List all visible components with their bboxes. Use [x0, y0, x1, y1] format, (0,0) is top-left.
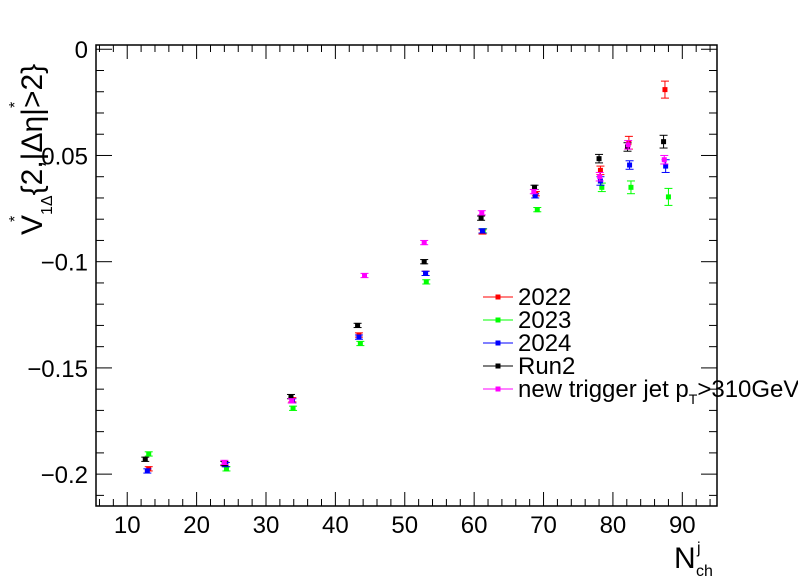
data-point: [355, 322, 361, 328]
data-point: [221, 459, 227, 465]
y-tick-label: −0.2: [41, 462, 88, 489]
y-axis-title: V1Δ{2,|Δη|>2} * *: [7, 64, 56, 235]
data-point: [421, 240, 427, 246]
svg-text:N: N: [674, 542, 696, 575]
legend-item: 2022: [483, 284, 571, 311]
legend-label: 2023: [518, 307, 571, 334]
series-layer: [141, 80, 673, 474]
data-point: [356, 334, 362, 340]
axis-ticks: [96, 45, 717, 506]
data-point: [534, 207, 540, 213]
data-point: [663, 163, 669, 169]
data-point: [142, 456, 148, 462]
legend-label: new trigger jet pT>310GeV: [518, 376, 798, 407]
data-point: [290, 405, 296, 411]
legend-item: 2024: [483, 330, 571, 357]
x-tick-label: 90: [669, 512, 696, 539]
x-tick-label: 50: [391, 512, 418, 539]
y-tick-label: −0.15: [27, 356, 88, 383]
y-tick-label: −0.1: [41, 250, 88, 277]
data-point: [532, 193, 538, 199]
x-tick-labels: 10 20 30 40 50 60 70 80 90: [114, 512, 696, 539]
data-point: [479, 228, 485, 234]
x-tick-label: 70: [530, 512, 557, 539]
legend-marker: [495, 317, 501, 323]
data-point: [596, 156, 602, 162]
data-point: [665, 194, 671, 200]
legend-label: 2024: [518, 330, 571, 357]
data-point: [531, 189, 537, 195]
svg-text:j: j: [696, 540, 701, 557]
legend-marker: [495, 340, 501, 346]
data-point: [597, 174, 603, 180]
x-tick-label: 20: [183, 512, 210, 539]
data-point: [599, 184, 605, 190]
data-point: [625, 142, 631, 148]
svg-text:V1Δ{2,|Δη|>2}: V1Δ{2,|Δη|>2}: [16, 64, 56, 235]
data-point: [423, 270, 429, 276]
legend-marker: [495, 294, 501, 300]
y-tick-label: −0.05: [27, 143, 88, 170]
data-point: [223, 466, 229, 472]
svg-text:ch: ch: [696, 563, 713, 576]
data-point: [662, 87, 668, 93]
data-point: [661, 139, 667, 145]
data-point: [423, 279, 429, 285]
data-point: [289, 398, 295, 404]
legend-label: Run2: [518, 353, 575, 380]
data-point: [421, 259, 427, 265]
data-point: [146, 451, 152, 457]
data-point: [479, 210, 485, 216]
x-tick-label: 10: [114, 512, 141, 539]
legend-item: new trigger jet pT>310GeV: [483, 376, 798, 407]
x-tick-label: 80: [600, 512, 627, 539]
data-point: [288, 394, 294, 400]
series-4: [220, 140, 669, 466]
legend-item: 2023: [483, 307, 571, 334]
series-1: [144, 180, 673, 472]
y-tick-label: 0: [75, 37, 88, 64]
plot-frame: [95, 44, 718, 507]
data-point: [532, 184, 538, 190]
legend-item: Run2: [483, 353, 575, 380]
data-point: [478, 215, 484, 221]
legend-marker: [495, 386, 501, 392]
data-point: [144, 468, 150, 474]
legend-marker: [495, 363, 501, 369]
data-point: [362, 273, 368, 278]
data-point: [627, 162, 633, 168]
data-point: [357, 340, 363, 346]
x-tick-label: 40: [322, 512, 349, 539]
data-point: [661, 157, 667, 163]
legend-label: 2022: [518, 284, 571, 311]
y-tick-labels: 0 −0.05 −0.1 −0.15 −0.2: [27, 37, 88, 489]
svg-text:*: *: [7, 102, 24, 108]
data-point: [597, 167, 603, 173]
svg-text:*: *: [7, 216, 24, 222]
data-point: [628, 184, 634, 190]
x-tick-label: 60: [461, 512, 488, 539]
x-tick-label: 30: [253, 512, 280, 539]
